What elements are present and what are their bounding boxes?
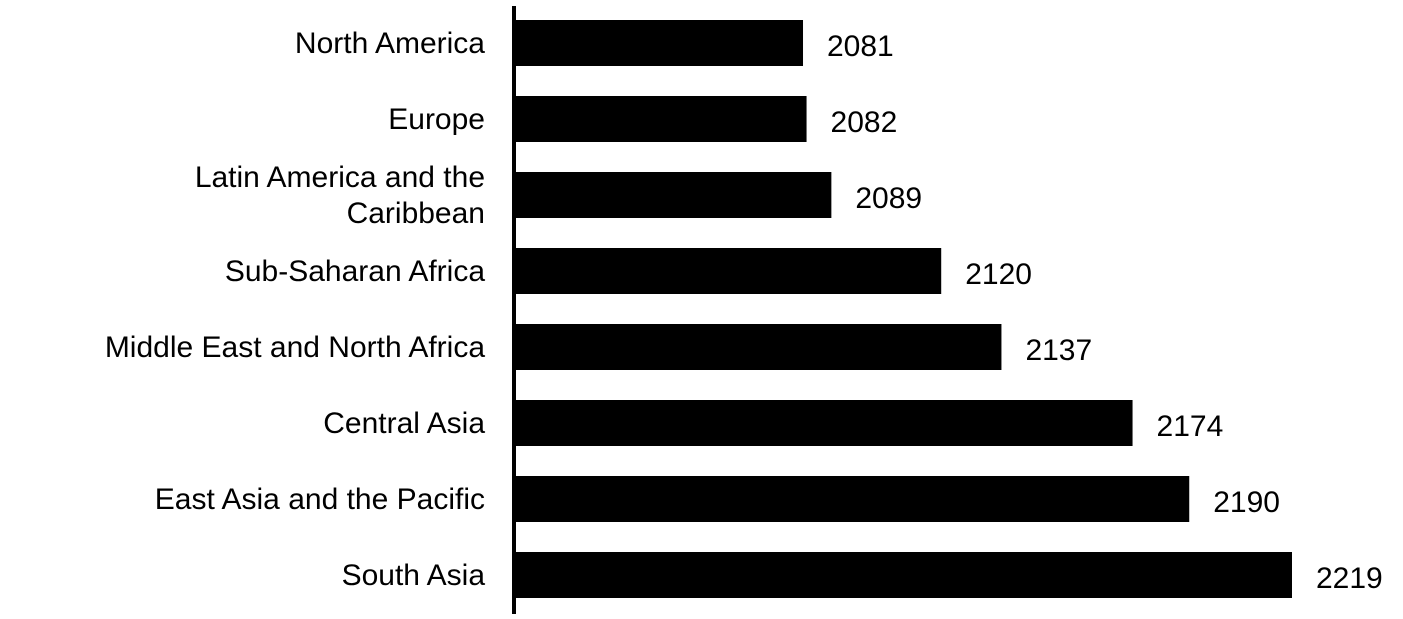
category-label: North America bbox=[295, 27, 485, 60]
category-label-line: Caribbean bbox=[347, 197, 485, 230]
bar bbox=[516, 20, 804, 66]
bar bbox=[516, 172, 832, 218]
category-label-line: Central Asia bbox=[323, 407, 485, 440]
bars-layer bbox=[516, 20, 1292, 598]
bar bbox=[516, 96, 807, 142]
value-label: 2174 bbox=[1157, 410, 1224, 443]
category-label-line: South Asia bbox=[342, 559, 486, 592]
bar bbox=[516, 400, 1133, 446]
category-label: Sub-Saharan Africa bbox=[225, 255, 485, 288]
category-label-line: Latin America and the bbox=[195, 161, 485, 194]
value-labels-layer: 2081 2082 2089 2120 2137 2174 2190 2219 bbox=[827, 30, 1383, 595]
category-label: South Asia bbox=[342, 559, 486, 592]
value-label: 2082 bbox=[831, 106, 898, 139]
value-label: 2120 bbox=[965, 258, 1032, 291]
category-label-line: Middle East and North Africa bbox=[105, 331, 486, 364]
bar bbox=[516, 324, 1002, 370]
value-label: 2219 bbox=[1316, 562, 1383, 595]
category-label-line: Europe bbox=[388, 103, 485, 136]
category-label: Middle East and North Africa bbox=[105, 331, 486, 364]
category-label: Latin America and the Caribbean bbox=[195, 161, 485, 230]
value-label: 2137 bbox=[1025, 334, 1092, 367]
bar bbox=[516, 476, 1190, 522]
bar bbox=[516, 552, 1292, 598]
category-label: East Asia and the Pacific bbox=[155, 483, 485, 516]
bar bbox=[516, 248, 942, 294]
value-label: 2081 bbox=[827, 30, 894, 63]
category-label: Europe bbox=[388, 103, 485, 136]
category-label: Central Asia bbox=[323, 407, 485, 440]
value-label: 2089 bbox=[855, 182, 922, 215]
category-labels-layer: North America Europe Latin America and the… bbox=[105, 27, 486, 592]
category-label-line: Sub-Saharan Africa bbox=[225, 255, 485, 288]
category-label-line: North America bbox=[295, 27, 485, 60]
category-label-line: East Asia and the Pacific bbox=[155, 483, 485, 516]
value-label: 2190 bbox=[1213, 486, 1280, 519]
